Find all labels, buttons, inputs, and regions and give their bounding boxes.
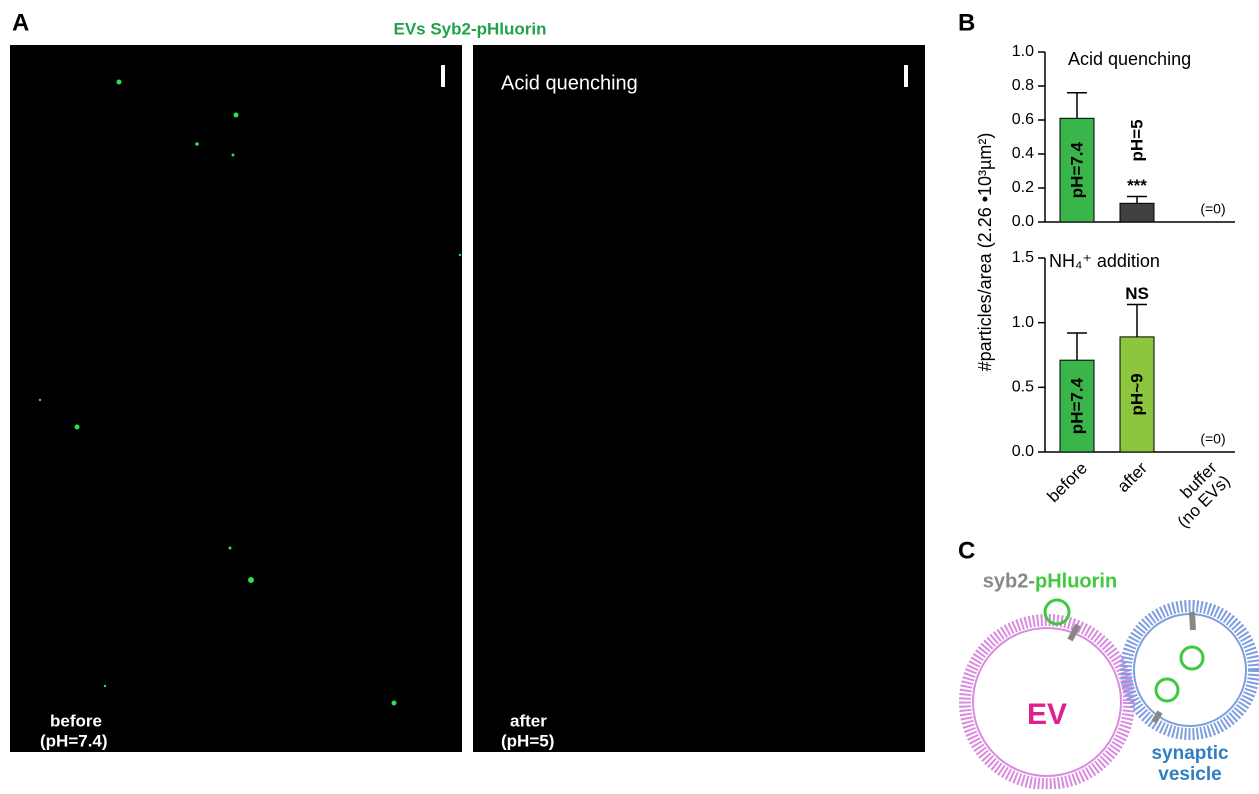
y-tick-label: 0.8 — [1012, 77, 1034, 94]
y-tick-label: 1.0 — [1012, 43, 1034, 60]
syb2 — [1070, 625, 1078, 640]
y-tick-label: 0.4 — [1012, 145, 1034, 162]
diagram-label: synaptic — [1151, 743, 1229, 764]
diagram-label: vesicle — [1158, 764, 1221, 785]
diagram-title: syb2- — [983, 570, 1035, 592]
panel-label: A — [12, 9, 29, 36]
value-label: (=0) — [1200, 431, 1225, 447]
y-axis-label: #particles/area (2.26 •10³µm²) — [975, 133, 995, 372]
image-caption: (pH=5) — [501, 731, 554, 750]
value-label: (=0) — [1200, 201, 1225, 217]
diagram-title: pHluorin — [1035, 570, 1117, 592]
y-tick-label: 0.6 — [1012, 111, 1034, 128]
y-tick-label: 0.0 — [1012, 213, 1034, 230]
chart-title: Acid quenching — [1068, 49, 1191, 69]
significance: NS — [1125, 284, 1149, 303]
x-tick-label: buffer(no EVs) — [1161, 458, 1235, 532]
panel-label: C — [958, 537, 975, 564]
phluorin — [1181, 647, 1203, 669]
chart-title: NH₄⁺ addition — [1049, 251, 1160, 271]
image-caption: (pH=7.4) — [40, 731, 108, 750]
panel-label: B — [958, 9, 975, 36]
y-tick-label: 0.0 — [1012, 443, 1034, 460]
scale-bar — [904, 65, 908, 87]
bar-label: pH=5 — [1127, 119, 1146, 161]
bar-label: pH~9 — [1127, 373, 1146, 415]
x-tick-label: after — [1114, 458, 1152, 496]
micrograph — [10, 45, 462, 752]
diagram-label: EV — [1027, 698, 1067, 731]
x-tick-label: before — [1043, 459, 1091, 507]
y-tick-label: 0.5 — [1012, 379, 1034, 396]
image-caption: after — [510, 711, 547, 730]
figure: A B C EVs Syb2-pHluorin Acid quenching b… — [0, 0, 1259, 789]
y-tick-label: 1.5 — [1012, 249, 1034, 266]
phluorin — [1045, 600, 1069, 624]
bar — [1120, 203, 1154, 222]
image-caption: before — [50, 711, 102, 730]
y-tick-label: 0.2 — [1012, 179, 1034, 196]
significance: *** — [1127, 176, 1147, 195]
micrograph — [473, 45, 925, 752]
y-tick-label: 1.0 — [1012, 314, 1034, 331]
scale-bar — [441, 65, 445, 87]
image-annotation: Acid quenching — [501, 72, 638, 94]
bar-label: pH=7.4 — [1067, 377, 1086, 434]
phluorin — [1156, 679, 1178, 701]
bar-label: pH=7.4 — [1067, 142, 1086, 199]
panel-title: EVs Syb2-pHluorin — [393, 19, 546, 38]
